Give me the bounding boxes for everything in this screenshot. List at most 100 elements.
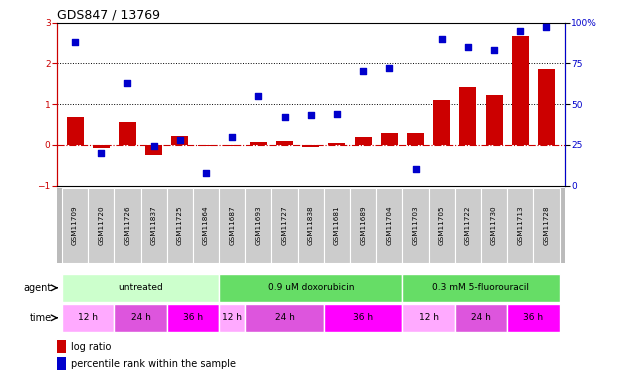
Point xyxy=(515,28,525,34)
Text: GSM11726: GSM11726 xyxy=(124,205,131,245)
Text: GSM11725: GSM11725 xyxy=(177,205,183,245)
Bar xyxy=(145,145,162,155)
Bar xyxy=(533,188,560,262)
Bar xyxy=(329,143,345,145)
Bar xyxy=(245,188,271,262)
Bar xyxy=(324,304,403,332)
Bar xyxy=(433,100,450,145)
Bar xyxy=(245,304,324,332)
Point xyxy=(410,166,420,172)
Text: 24 h: 24 h xyxy=(274,314,295,322)
Point xyxy=(280,114,290,120)
Text: GSM11709: GSM11709 xyxy=(72,205,78,245)
Bar xyxy=(380,134,398,145)
Text: GSM11687: GSM11687 xyxy=(229,205,235,245)
Text: GSM11705: GSM11705 xyxy=(439,205,445,245)
Point xyxy=(97,150,107,156)
Bar xyxy=(507,304,560,332)
Text: GSM11728: GSM11728 xyxy=(543,205,550,245)
Point xyxy=(254,93,264,99)
Bar xyxy=(481,188,507,262)
Bar xyxy=(57,357,66,370)
Point xyxy=(489,47,499,53)
Text: GSM11713: GSM11713 xyxy=(517,205,523,245)
Bar xyxy=(62,274,219,302)
Text: GSM11722: GSM11722 xyxy=(465,205,471,245)
Text: GSM11837: GSM11837 xyxy=(151,205,156,245)
Text: 12 h: 12 h xyxy=(418,314,439,322)
Point xyxy=(384,65,394,71)
Text: log ratio: log ratio xyxy=(71,342,111,352)
Text: GSM11704: GSM11704 xyxy=(386,205,392,245)
Bar xyxy=(198,145,215,146)
Point xyxy=(175,137,185,143)
Text: GSM11838: GSM11838 xyxy=(308,205,314,245)
Text: 24 h: 24 h xyxy=(471,314,491,322)
Text: 0.3 mM 5-fluorouracil: 0.3 mM 5-fluorouracil xyxy=(432,284,529,292)
Bar xyxy=(403,188,428,262)
Point xyxy=(541,24,551,30)
Bar xyxy=(455,304,507,332)
Text: 36 h: 36 h xyxy=(523,314,543,322)
Bar xyxy=(167,188,193,262)
Text: GSM11727: GSM11727 xyxy=(281,205,288,245)
Bar xyxy=(455,188,481,262)
Bar xyxy=(459,87,476,145)
Point xyxy=(122,80,133,86)
Bar xyxy=(350,188,376,262)
Bar xyxy=(62,304,114,332)
Bar xyxy=(141,188,167,262)
Text: GSM11720: GSM11720 xyxy=(98,205,104,245)
Point xyxy=(332,111,342,117)
Bar xyxy=(119,122,136,145)
Point xyxy=(437,36,447,42)
Bar xyxy=(324,188,350,262)
Text: 36 h: 36 h xyxy=(353,314,373,322)
Bar xyxy=(538,69,555,145)
Point xyxy=(149,144,159,150)
Bar xyxy=(62,188,88,262)
Bar xyxy=(67,117,84,145)
Bar xyxy=(302,145,319,147)
Bar xyxy=(376,188,403,262)
Text: 0.9 uM doxorubicin: 0.9 uM doxorubicin xyxy=(268,284,354,292)
Bar xyxy=(407,134,424,145)
Text: GSM11864: GSM11864 xyxy=(203,205,209,245)
Point xyxy=(358,68,368,74)
Text: 36 h: 36 h xyxy=(183,314,203,322)
Text: 12 h: 12 h xyxy=(222,314,242,322)
Bar xyxy=(114,304,167,332)
Point xyxy=(201,170,211,176)
Bar xyxy=(512,36,529,145)
Bar xyxy=(355,137,372,145)
Text: percentile rank within the sample: percentile rank within the sample xyxy=(71,359,235,369)
Point xyxy=(305,112,316,118)
Bar xyxy=(403,304,455,332)
Bar xyxy=(298,188,324,262)
Bar xyxy=(403,274,560,302)
Bar xyxy=(57,340,66,352)
Text: 24 h: 24 h xyxy=(131,314,151,322)
Bar xyxy=(276,141,293,145)
Text: GSM11703: GSM11703 xyxy=(413,205,418,245)
Text: 12 h: 12 h xyxy=(78,314,98,322)
Text: untreated: untreated xyxy=(118,284,163,292)
Text: agent: agent xyxy=(23,283,52,293)
Point xyxy=(227,134,237,140)
Bar xyxy=(224,145,241,147)
Text: time: time xyxy=(30,313,52,323)
Text: GSM11689: GSM11689 xyxy=(360,205,366,245)
Bar xyxy=(167,304,219,332)
Bar xyxy=(114,188,141,262)
Text: GSM11693: GSM11693 xyxy=(256,205,261,245)
Bar xyxy=(485,95,502,145)
Bar xyxy=(219,188,245,262)
Bar xyxy=(219,304,245,332)
Text: GSM11730: GSM11730 xyxy=(491,205,497,245)
Bar xyxy=(93,145,110,148)
Bar xyxy=(172,136,189,145)
Bar xyxy=(271,188,298,262)
Bar xyxy=(219,274,403,302)
Text: GSM11681: GSM11681 xyxy=(334,205,340,245)
Bar xyxy=(250,142,267,145)
